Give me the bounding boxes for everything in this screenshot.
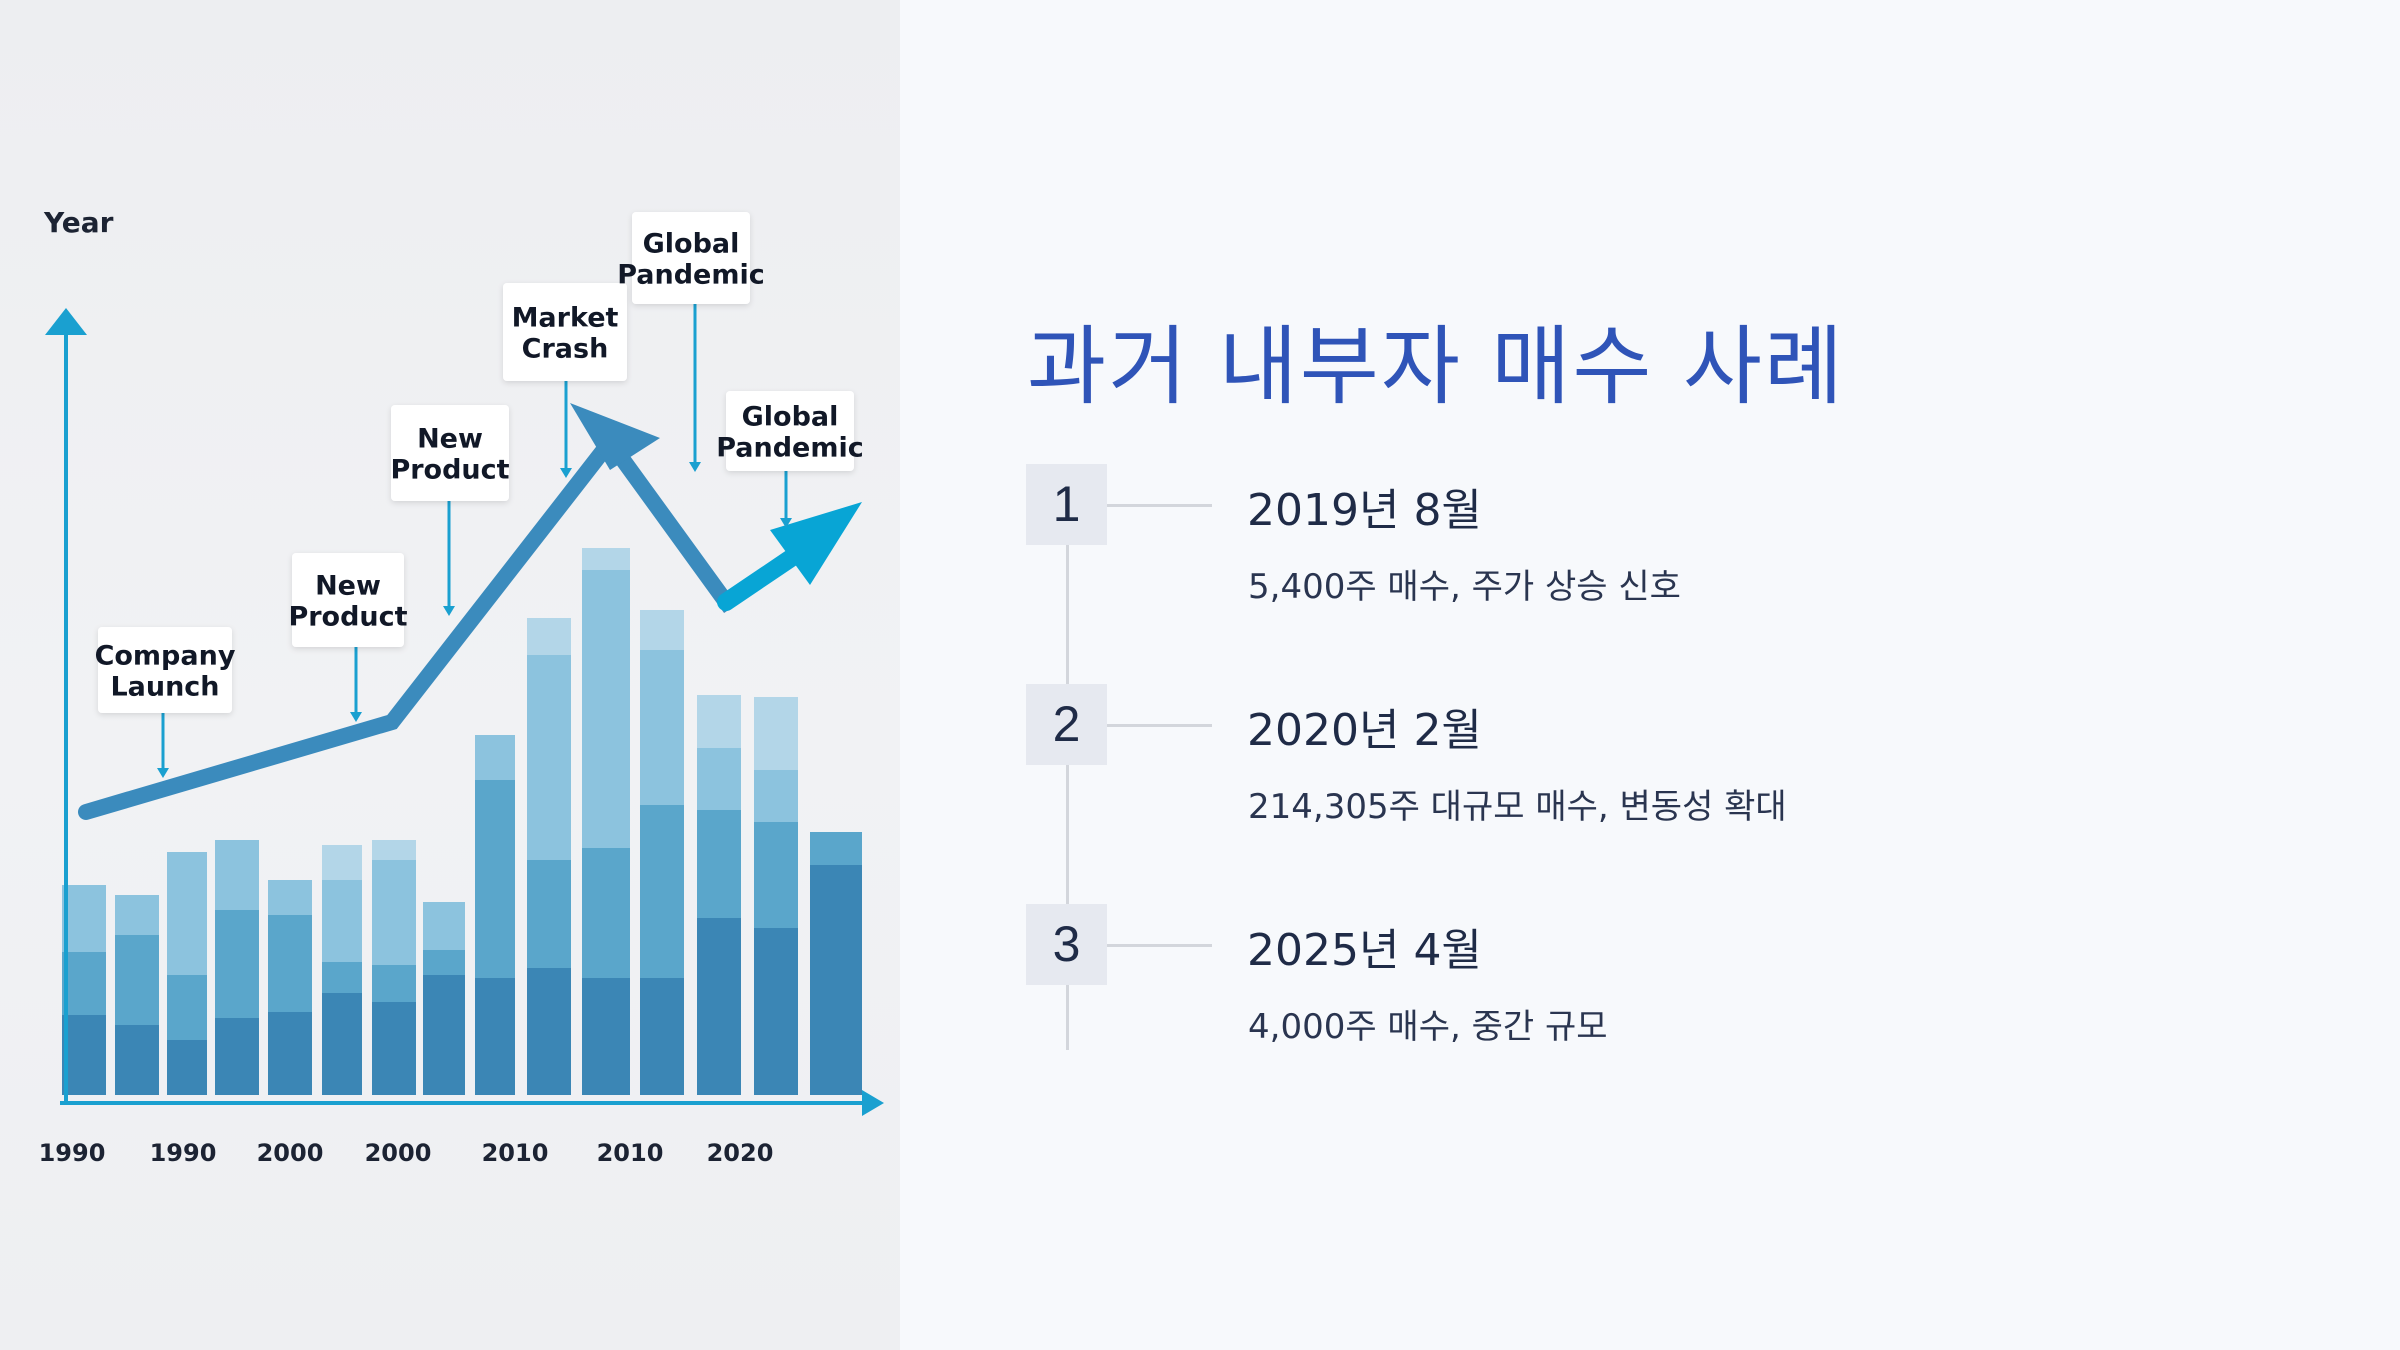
callout-label: Company [95,641,236,672]
item-connector [1107,944,1212,947]
illustration-panel: Year 1990 1990 2000 2000 2010 2010 2020 Company… [0,0,900,1350]
x-axis-tick-label: 1990 [39,1139,106,1167]
chart-bar [423,902,465,1095]
callout-box [726,391,854,471]
bar-segment [167,1040,207,1095]
callout-label: Product [390,455,509,486]
callout-label: Product [288,602,407,633]
x-axis-tick-label: 2020 [707,1139,774,1167]
callout-label: Global [643,229,740,260]
item-number-badge: 2 [1026,684,1107,765]
content-panel: 과거 내부자 매수 사례 1 2019년 8월 5,400주 매수, 주가 상승… [900,0,2400,1350]
item-number-badge: 1 [1026,464,1107,545]
callout-arrow-icon [350,712,362,722]
bar-segment [215,1018,259,1095]
callout-arrow-icon [689,462,701,472]
bar-segment [322,993,362,1095]
timeline-item: 1 2019년 8월 5,400주 매수, 주가 상승 신호 [900,464,2400,614]
chart-bar [582,548,630,1095]
callout-box [391,405,509,501]
callout-arrow-icon [560,468,572,478]
callout-label: Crash [522,334,609,365]
callout-box [632,212,750,304]
callout-arrow-icon [443,606,455,616]
chart-bar [62,885,106,1095]
chart-bar [322,845,362,1095]
chart-bar [372,840,416,1095]
timeline-item: 3 2025년 4월 4,000주 매수, 중간 규모 [900,904,2400,1054]
bar-segment [640,978,684,1095]
x-axis-tick-label: 2000 [257,1139,324,1167]
item-description: 4,000주 매수, 중간 규모 [1248,1007,1608,1047]
callout-box [98,627,232,713]
x-axis-arrow-icon [862,1090,884,1116]
bar-segment [697,918,741,1095]
chart-bar [115,895,159,1095]
bar-segment [268,1012,312,1095]
y-axis-arrow-icon [45,308,87,335]
callout-label: Market [512,303,619,334]
trend-peak-arrow-icon [570,403,660,470]
y-axis-label: Year [43,206,114,239]
callout-arrow-icon [780,518,792,528]
item-connector [1107,504,1212,507]
chart-bar [640,610,684,1095]
callout-label: New [315,571,381,602]
chart-bar [215,840,259,1095]
growth-illustration: Year 1990 1990 2000 2000 2010 2010 2020 Company… [39,206,884,1167]
callout-box [503,283,627,381]
chart-bar [167,852,207,1095]
item-description: 214,305주 대규모 매수, 변동성 확대 [1248,787,1787,827]
chart-bar [697,695,741,1095]
callout-label: Pandemic [716,433,864,464]
chart-bar [475,735,515,1095]
callout-arrow-icon [157,768,169,778]
bar-segment [527,968,571,1095]
chart-bar [527,618,571,1095]
x-axis-tick-label: 1990 [150,1139,217,1167]
bar-segment [810,865,862,1095]
item-description: 5,400주 매수, 주가 상승 신호 [1248,567,1681,607]
item-date: 2025년 4월 [1247,925,1482,976]
bar-segment [475,978,515,1095]
callout-label: New [417,424,483,455]
callout-box [292,553,404,647]
x-axis-tick-label: 2000 [365,1139,432,1167]
timeline-item: 2 2020년 2월 214,305주 대규모 매수, 변동성 확대 [900,684,2400,834]
bar-segment [62,1015,106,1095]
bar-segment [754,928,798,1095]
slide-title: 과거 내부자 매수 사례 [1027,317,1846,417]
trend-end-arrow-icon [770,502,862,585]
item-number-badge: 3 [1026,904,1107,985]
callout-label: Pandemic [617,260,765,291]
x-axis-tick-label: 2010 [482,1139,549,1167]
chart-bar [810,832,862,1095]
item-date: 2020년 2월 [1247,705,1482,756]
chart-bar [754,697,798,1095]
bar-segment [115,1025,159,1095]
callout-label: Global [742,402,839,433]
chart-bar [268,880,312,1095]
callout-label: Launch [110,672,219,703]
timeline-line [1066,505,1069,1050]
bar-segment [372,1002,416,1095]
x-axis-tick-label: 2010 [597,1139,664,1167]
trend-end-segment [717,543,809,611]
item-date: 2019년 8월 [1247,485,1482,536]
bar-segment [582,978,630,1095]
item-connector [1107,724,1212,727]
bar-segment [423,975,465,1095]
